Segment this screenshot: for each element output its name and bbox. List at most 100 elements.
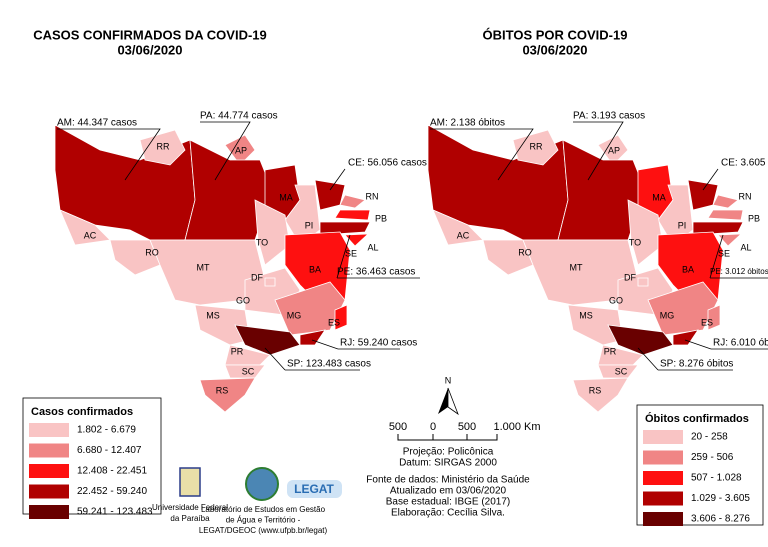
state-label: MT	[197, 262, 210, 272]
scale-label: 500	[458, 421, 476, 433]
state-label: MG	[287, 310, 302, 320]
legat-mark-bg	[287, 480, 342, 498]
leader-line	[311, 339, 339, 350]
state	[224, 134, 256, 166]
legend-label: 3.606 - 8.276	[691, 514, 750, 525]
scale-label: 0	[430, 421, 436, 433]
state-label: TO	[256, 237, 268, 247]
state-label: MT	[570, 262, 583, 272]
legend-swatch	[643, 491, 683, 506]
state	[672, 329, 699, 346]
state-label: AP	[608, 145, 620, 155]
state-label: MS	[579, 310, 593, 320]
state-label: MS	[206, 310, 220, 320]
state-label: DF	[251, 272, 263, 282]
state	[234, 324, 301, 356]
legend-swatch	[29, 464, 69, 478]
state-label: RS	[216, 385, 229, 395]
note: Fonte de dados: Ministério da Saúde	[366, 475, 530, 486]
legend-label: 59.241 - 123.483	[77, 507, 153, 518]
note: Atualizado em 03/06/2020	[390, 486, 507, 497]
state-label: RR	[530, 141, 543, 151]
logo-text: LEGAT/DGEOC (www.ufpb.br/legat)	[199, 526, 328, 535]
legend-title: Óbitos confirmados	[645, 412, 749, 425]
state-label: AL	[740, 242, 751, 252]
note: Datum: SIRGAS 2000	[399, 458, 497, 469]
state	[512, 129, 559, 166]
callout: RJ: 6.010 óbitos	[713, 338, 768, 349]
legend-swatch	[29, 505, 69, 519]
state	[334, 304, 348, 331]
legat-mark: LEGAT	[294, 482, 334, 496]
note: Base estadual: IBGE (2017)	[386, 497, 511, 508]
leader-line	[264, 347, 286, 371]
scale-label: 1.000 Km	[493, 421, 540, 433]
legend-label: 12.408 - 22.451	[77, 466, 147, 477]
scale-label: 500	[389, 421, 407, 433]
callout: CE: 3.605 óbitos	[721, 158, 768, 169]
leader-line	[336, 234, 351, 279]
state	[712, 194, 739, 209]
callout: PA: 3.193 casos	[573, 111, 645, 122]
state-label: TO	[629, 237, 641, 247]
state-label: GO	[609, 295, 623, 305]
leader-line	[57, 128, 161, 181]
map: RR AP MA RN PB AC RO PI TO AL SE MT BA DF GO MG MS ES PR SC…	[54, 111, 427, 413]
leader-line	[430, 128, 534, 181]
state-label: PR	[604, 346, 617, 356]
legend-swatch	[643, 450, 683, 465]
state-label: MA	[279, 192, 293, 202]
state-label: DF	[624, 272, 636, 282]
leader-line	[709, 234, 724, 279]
callout: AM: 44.347 casos	[57, 118, 137, 129]
state	[627, 199, 664, 266]
leader-line	[684, 339, 712, 350]
state	[707, 304, 721, 331]
legend-label: 1.802 - 6.679	[77, 425, 136, 436]
leader-line	[637, 347, 659, 371]
state	[597, 134, 629, 166]
north-arrow-left	[438, 388, 448, 414]
state-label: SE	[345, 248, 357, 258]
state-label: AP	[235, 145, 247, 155]
legend-label: 20 - 258	[691, 432, 728, 443]
legend-swatch	[29, 484, 69, 499]
legat-globe	[245, 467, 279, 501]
state	[109, 239, 161, 276]
callout: PA: 44.774 casos	[200, 111, 278, 122]
state	[522, 239, 639, 306]
state	[334, 209, 371, 221]
legend-swatch	[29, 443, 69, 458]
state-label: MG	[660, 310, 675, 320]
leader-line	[200, 121, 251, 181]
state	[299, 329, 326, 346]
legend-label: 6.680 - 12.407	[77, 445, 142, 456]
state	[254, 199, 291, 266]
state-label: SC	[242, 366, 255, 376]
state-label: AL	[367, 242, 378, 252]
state-label: MA	[652, 192, 666, 202]
state	[567, 304, 624, 346]
leader-line	[573, 121, 624, 181]
legend-swatch	[643, 430, 683, 444]
callout: SP: 8.276 óbitos	[660, 359, 733, 370]
state	[572, 377, 629, 413]
state	[482, 239, 534, 276]
state-label: PI	[678, 220, 687, 230]
logo-text: Universidade Federal	[152, 503, 228, 512]
state-label: RO	[518, 247, 532, 257]
north-arrow-right	[447, 387, 459, 416]
state	[264, 277, 276, 287]
state	[637, 277, 649, 287]
state-label: RN	[739, 191, 752, 201]
state	[319, 221, 371, 236]
legend-label: 507 - 1.028	[691, 473, 742, 484]
callout: AM: 2.138 óbitos	[430, 118, 505, 129]
callout: PE: 3.012 óbitos	[710, 267, 768, 276]
legend-label: 259 - 506	[691, 452, 734, 463]
state-label: RS	[589, 385, 602, 395]
state-label: SE	[718, 248, 730, 258]
state	[692, 221, 744, 236]
state-label: PI	[305, 220, 314, 230]
